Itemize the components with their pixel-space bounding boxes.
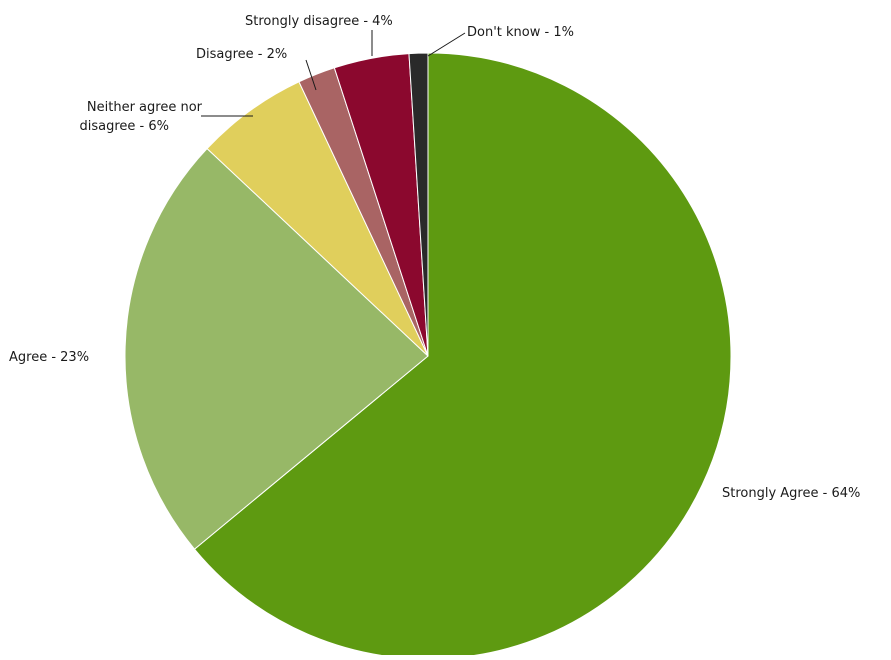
data-label-disagree: Disagree - 2% <box>196 47 287 62</box>
data-label-agree: Agree - 23% <box>9 350 89 365</box>
pie-slice-don-t-know <box>408 52 429 357</box>
label-leader-lines <box>201 30 466 117</box>
pie-slices <box>124 52 732 660</box>
pie-slice-strongly-agree <box>193 52 732 660</box>
data-label-strongly-disagree: Strongly disagree - 4% <box>245 14 393 29</box>
data-label-strongly-agree: Strongly Agree - 64% <box>722 486 860 501</box>
data-label-don-t-know: Don't know - 1% <box>467 25 574 40</box>
pie-data-labels: Strongly Agree - 64% Agree - 23% Neither a… <box>9 14 860 501</box>
data-label-neither-agree-nor-disagree: Neither agree nor disagree - 6% <box>80 100 203 134</box>
leader-line-don-t-know <box>427 32 466 57</box>
leader-line-disagree <box>305 59 317 91</box>
pie-slice-agree <box>124 147 429 550</box>
